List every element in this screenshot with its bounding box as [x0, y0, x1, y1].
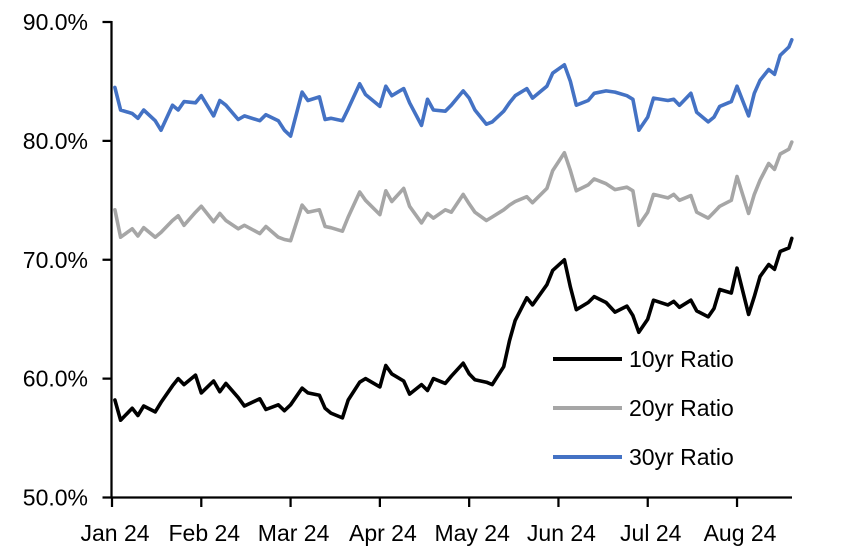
legend: 10yr Ratio 20yr Ratio 30yr Ratio [553, 346, 734, 470]
series-line-10yr-ratio [113, 236, 794, 423]
y-axis-tick-label: 80.0% [23, 128, 88, 154]
y-axis-tick-label: 60.0% [23, 366, 88, 392]
x-axis-tick-label: Aug 24 [704, 520, 777, 546]
legend-label: 30yr Ratio [629, 444, 734, 470]
legend-item: 30yr Ratio [553, 444, 734, 470]
legend-item: 10yr Ratio [553, 346, 734, 372]
x-axis-tick-label: Jun 24 [527, 520, 596, 546]
series-line-20yr-ratio [113, 140, 794, 243]
axes: 50.0% 60.0% 70.0% 80.0% 90.0% Jan 24 Feb 24 Mar… [23, 9, 792, 546]
x-axis-tick-label: Feb 24 [168, 520, 240, 546]
x-axis-tick-label: Jan 24 [80, 520, 149, 546]
y-axis-tick-label: 90.0% [23, 9, 88, 35]
legend-item: 20yr Ratio [553, 395, 734, 421]
y-axis-tick-label: 50.0% [23, 485, 88, 511]
x-axis-tick-label: Apr 24 [349, 520, 417, 546]
x-axis-tick-label: May 24 [434, 520, 510, 546]
y-axis-tick-label: 70.0% [23, 247, 88, 273]
legend-label: 20yr Ratio [629, 395, 734, 421]
legend-label: 10yr Ratio [629, 346, 734, 372]
x-axis-tick-label: Jul 24 [620, 520, 682, 546]
series-line-30yr-ratio [113, 37, 794, 138]
x-axis-tick-label: Mar 24 [258, 520, 330, 546]
